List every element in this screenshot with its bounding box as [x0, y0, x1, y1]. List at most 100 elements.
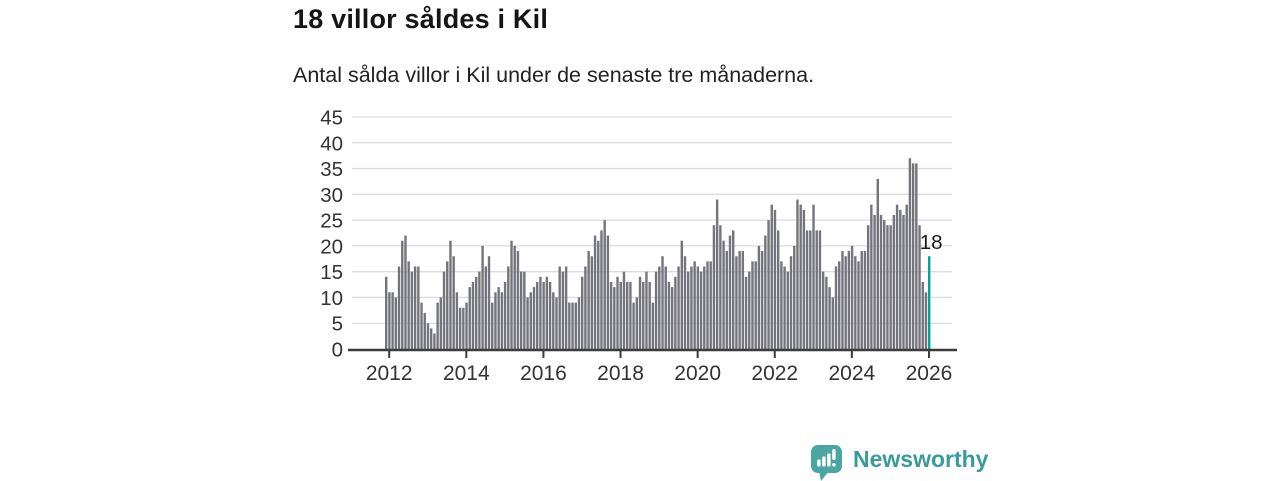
- bar: [918, 225, 921, 349]
- bar: [642, 281, 645, 349]
- bar: [847, 251, 851, 349]
- bar: [866, 225, 870, 349]
- bar: [776, 230, 780, 349]
- bar: [584, 266, 587, 349]
- bar: [429, 328, 433, 349]
- bar: [674, 276, 677, 349]
- bar: [625, 281, 629, 349]
- bar: [863, 251, 867, 349]
- bar: [394, 297, 398, 349]
- bar: [651, 302, 655, 349]
- bar: [889, 225, 892, 349]
- bar: [838, 261, 841, 349]
- bar: [670, 287, 674, 349]
- chart-subtitle: Antal sålda villor i Kil under de senast…: [293, 63, 815, 87]
- bar: [850, 245, 854, 349]
- bar: [786, 271, 790, 349]
- highlight-value-label: 18: [920, 231, 943, 254]
- bar: [513, 245, 516, 349]
- svg-text:2020: 2020: [674, 362, 721, 385]
- bar: [487, 256, 491, 349]
- bar: [571, 302, 574, 349]
- bar: [683, 256, 687, 349]
- bar: [834, 266, 838, 349]
- bar: [664, 266, 667, 349]
- svg-text:2012: 2012: [366, 362, 413, 385]
- bar: [555, 297, 558, 349]
- bar: [860, 251, 863, 349]
- bar: [516, 251, 520, 349]
- bar: [767, 220, 770, 349]
- bar: [709, 261, 712, 349]
- bar: [815, 230, 818, 349]
- bar: [915, 163, 918, 349]
- bar: [529, 292, 532, 349]
- bar: [693, 261, 696, 349]
- bar: [507, 266, 510, 349]
- svg-text:5: 5: [332, 313, 343, 336]
- bar: [474, 276, 478, 349]
- bar: [587, 251, 590, 349]
- bar: [809, 230, 812, 349]
- brand-name: Newsworthy: [853, 446, 989, 472]
- bar: [799, 204, 802, 349]
- bar: [410, 271, 414, 349]
- bar: [802, 209, 806, 349]
- bar: [597, 240, 600, 349]
- bar: [821, 271, 825, 349]
- bar: [439, 297, 443, 349]
- x-axis: [348, 348, 957, 358]
- bar: [619, 281, 622, 349]
- bar: [500, 292, 504, 349]
- bar: [404, 235, 407, 349]
- bar: [831, 297, 835, 349]
- bar: [760, 251, 764, 349]
- bar: [658, 266, 661, 349]
- bar: [857, 261, 860, 349]
- bar: [532, 287, 536, 349]
- bar: [494, 292, 497, 349]
- bar: [484, 266, 487, 349]
- bar: [638, 276, 642, 349]
- bar: [793, 245, 796, 349]
- bar: [413, 266, 417, 349]
- svg-text:45: 45: [320, 107, 343, 130]
- bar: [590, 256, 594, 349]
- bar: [449, 240, 452, 349]
- bar: [812, 204, 815, 349]
- bar: [844, 256, 847, 349]
- bar: [503, 281, 507, 349]
- bar: [616, 276, 619, 349]
- bar: [757, 245, 761, 349]
- bar: [558, 266, 561, 349]
- bar: [735, 256, 738, 349]
- bar: [873, 214, 876, 349]
- svg-text:2014: 2014: [443, 362, 490, 385]
- bar: [751, 261, 754, 349]
- bar: [645, 271, 648, 349]
- bar: [391, 292, 394, 349]
- bar: [635, 297, 639, 349]
- bar: [854, 256, 857, 349]
- bar: [725, 251, 728, 349]
- bar: [680, 240, 683, 349]
- bar: [703, 266, 706, 349]
- bar: [706, 261, 709, 349]
- bar: [561, 271, 565, 349]
- svg-text:30: 30: [320, 184, 343, 207]
- bar: [564, 266, 568, 349]
- bar: [433, 333, 436, 349]
- bar: [902, 214, 905, 349]
- bar: [481, 245, 484, 349]
- bar: [699, 271, 703, 349]
- bar: [423, 312, 426, 349]
- bar: [526, 297, 529, 349]
- brand-footer: Newsworthy: [808, 443, 988, 481]
- bar: [770, 204, 773, 349]
- bar: [879, 214, 883, 349]
- bar: [886, 225, 889, 349]
- bar: [593, 235, 597, 349]
- bar: [911, 163, 915, 349]
- bar: [732, 230, 735, 349]
- bar: [741, 251, 745, 349]
